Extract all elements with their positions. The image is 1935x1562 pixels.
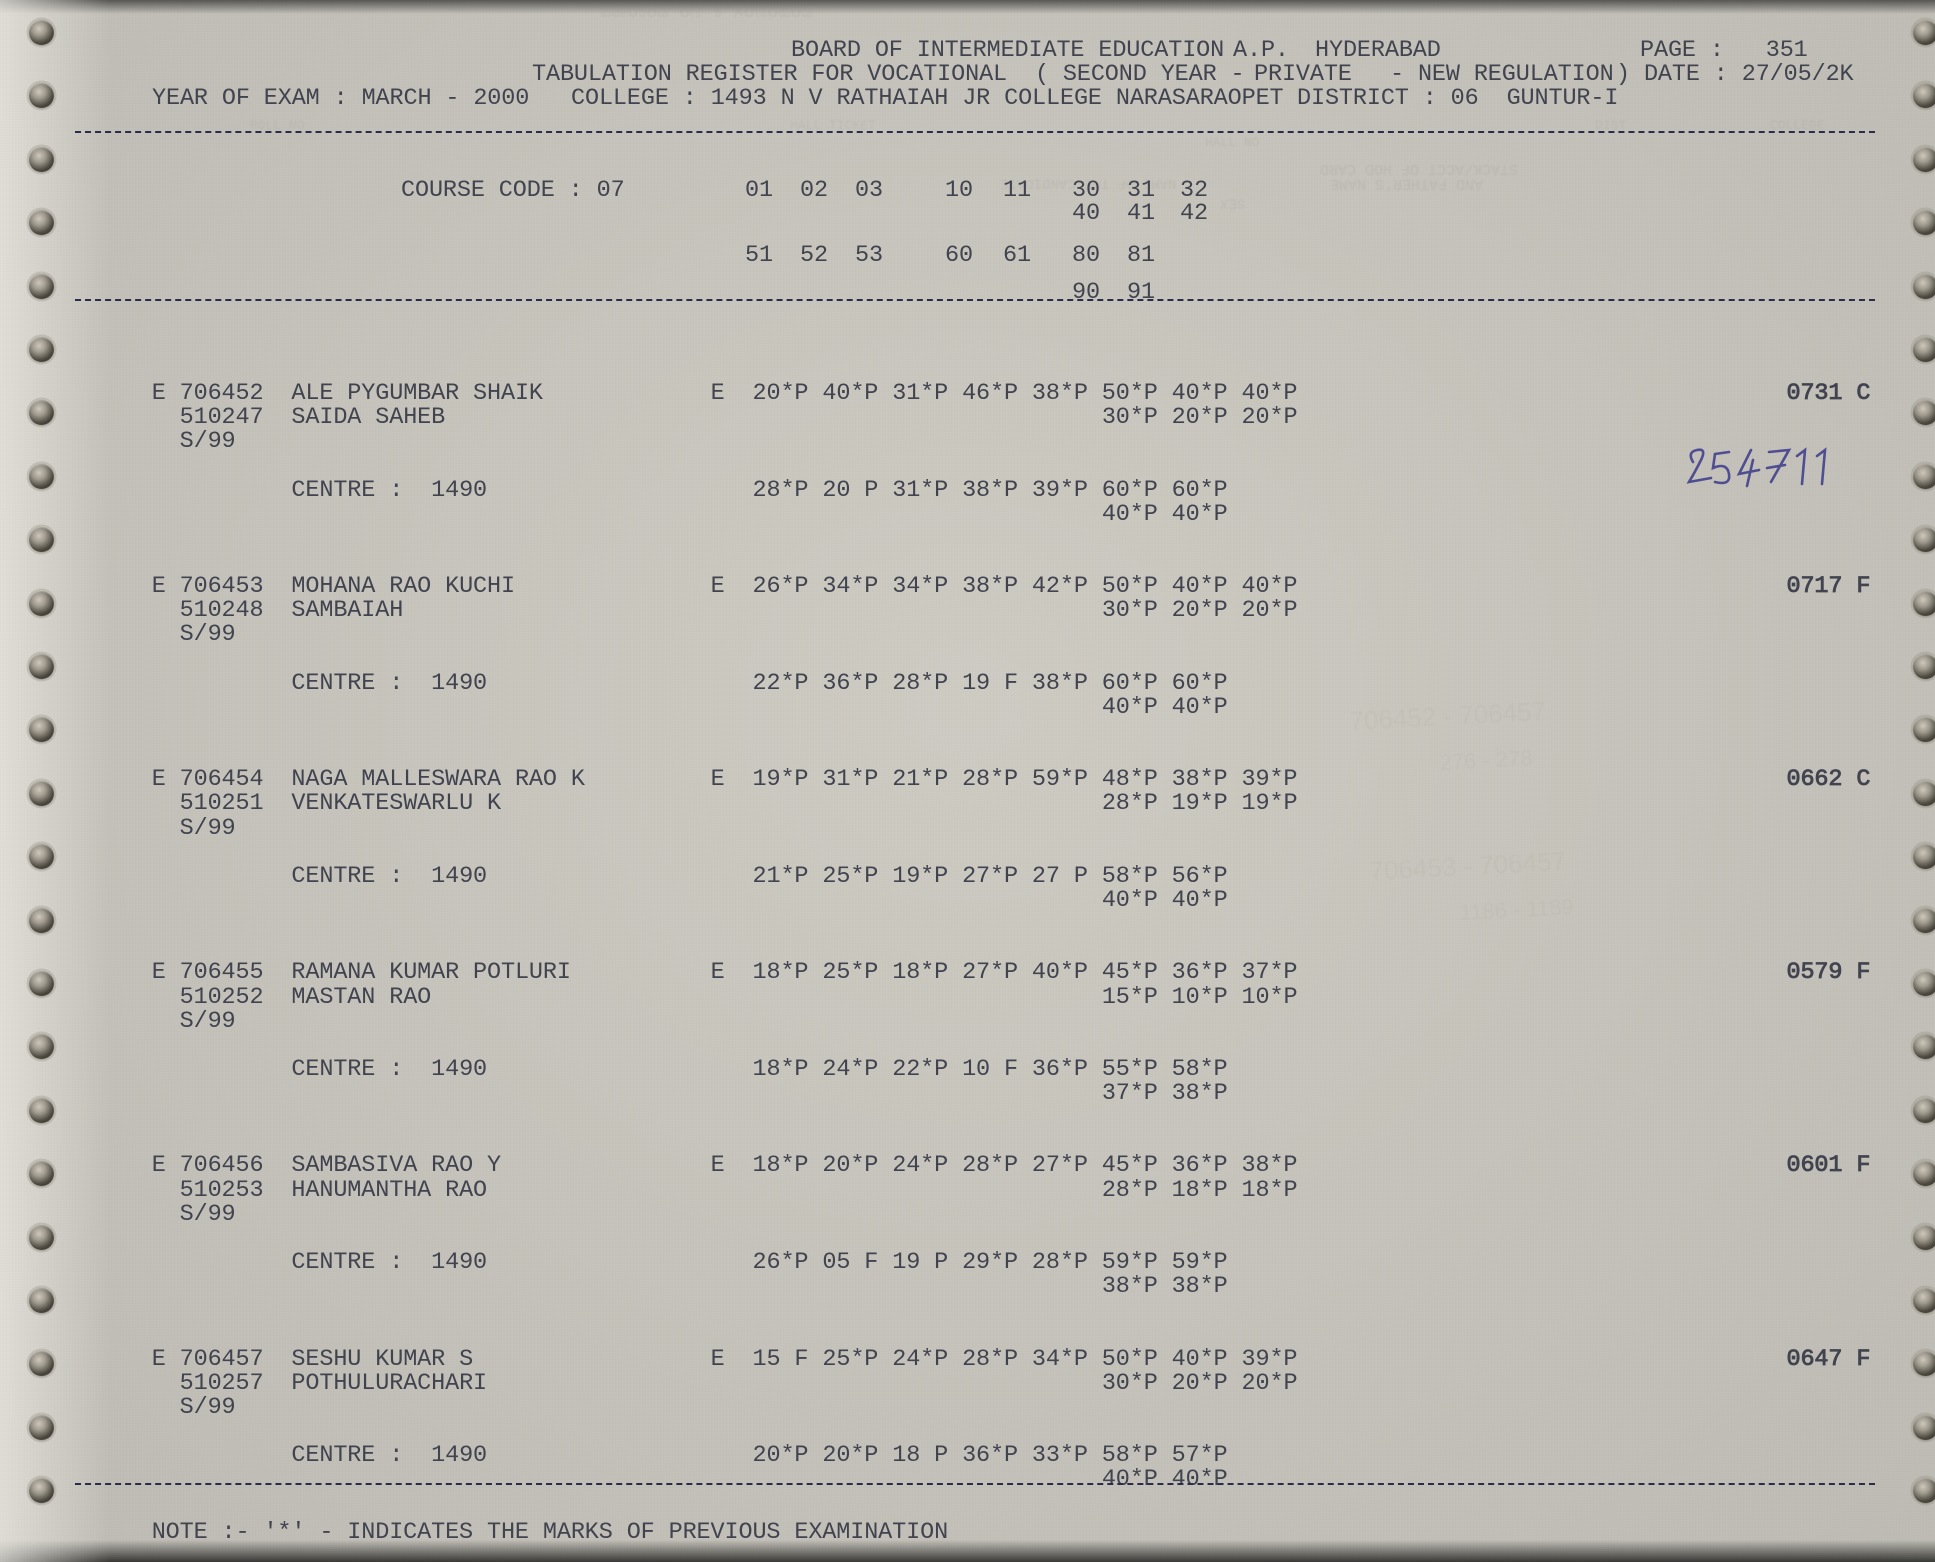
svg-text:706452 - 706457: 706452 - 706457 xyxy=(1350,696,1547,736)
svg-text:1186 - 1189: 1186 - 1189 xyxy=(1459,894,1574,925)
svg-text:276 - 278: 276 - 278 xyxy=(1439,745,1533,775)
svg-text:706453 - 706457: 706453 - 706457 xyxy=(1369,846,1567,886)
